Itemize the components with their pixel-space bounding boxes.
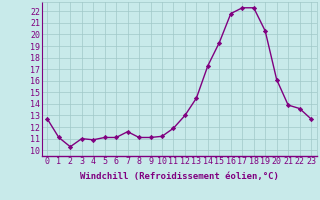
X-axis label: Windchill (Refroidissement éolien,°C): Windchill (Refroidissement éolien,°C) [80, 172, 279, 181]
